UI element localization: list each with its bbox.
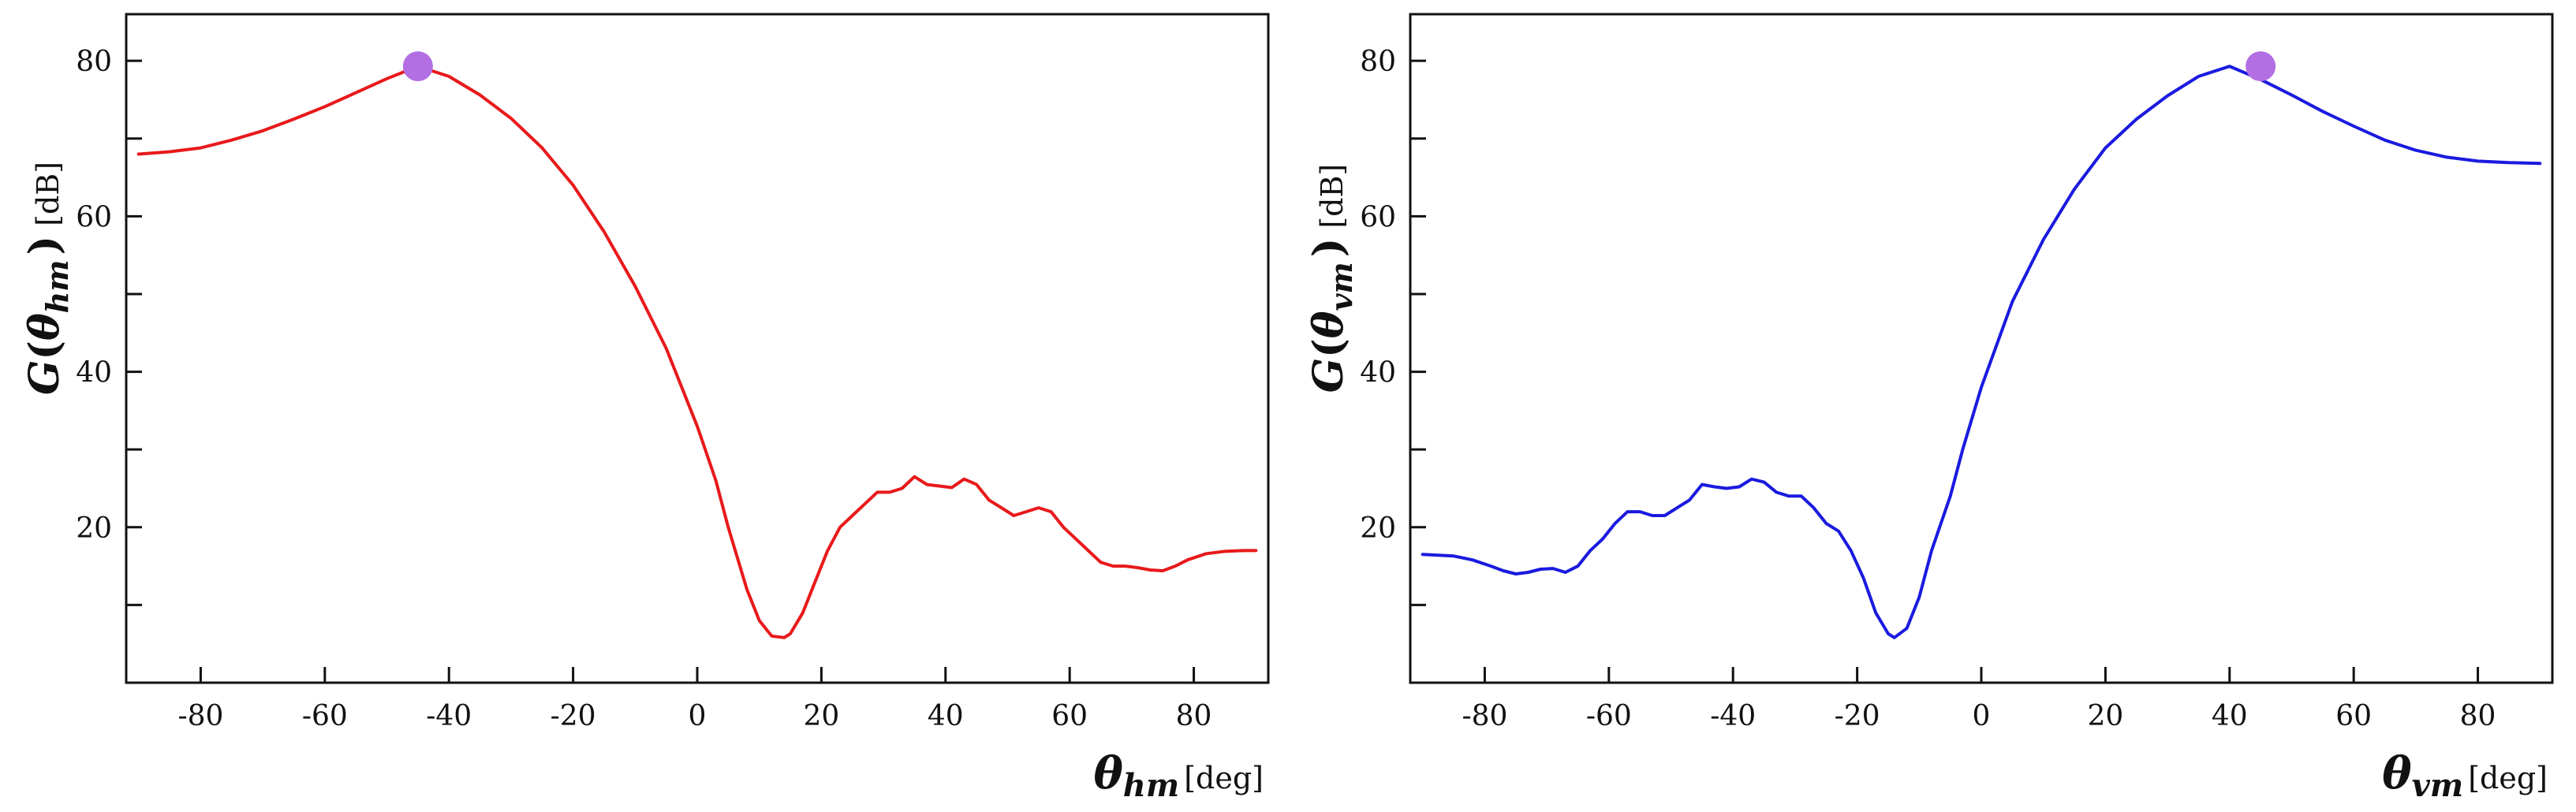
y-axis-ticks: 20 40 60 80	[1360, 46, 1426, 606]
y-tick-label: 20	[76, 512, 112, 545]
x-tick-label: 0	[1973, 700, 1991, 732]
x-tick-label: 0	[689, 700, 707, 732]
x-tick-label: 60	[2335, 700, 2372, 732]
gain-curve-line	[136, 65, 1258, 639]
x-axis-ticks: -80 -60 -40 -20 0 20 40 60 80	[177, 667, 1211, 732]
x-tick-label: -40	[426, 700, 472, 732]
x-tick-label: 40	[928, 700, 964, 732]
x-tick-label: -60	[1586, 700, 1632, 732]
peak-marker	[2246, 51, 2276, 82]
x-tick-label: 20	[803, 700, 839, 732]
y-axis-ticks: 20 40 60 80	[76, 46, 142, 606]
y-tick-label: 40	[76, 357, 112, 389]
plot-frame	[1409, 13, 2554, 684]
y-tick-label: 40	[1360, 357, 1396, 389]
x-tick-label: 40	[2212, 700, 2248, 732]
y-axis-label: G(θvm)[dB]	[1305, 164, 1359, 393]
y-tick-label: 20	[1360, 512, 1396, 545]
x-tick-label: -20	[1835, 700, 1880, 732]
x-tick-label: 80	[1176, 700, 1212, 732]
x-tick-label: -20	[551, 700, 596, 732]
peak-marker	[402, 51, 433, 82]
x-tick-label: 80	[2460, 700, 2496, 732]
x-axis-label: θhm [deg]	[1093, 747, 1264, 804]
chart-right: -80 -60 -40 -20 0 20 40 60 80 20 40 60 80 G(θvm)[dB…	[1305, 13, 2554, 804]
y-tick-label: 60	[1360, 201, 1396, 233]
y-tick-label: 80	[76, 46, 112, 78]
x-tick-label: -80	[1462, 700, 1507, 732]
x-axis-ticks: -80 -60 -40 -20 0 20 40 60 80	[1462, 667, 2496, 732]
gain-curve-line	[1421, 65, 2542, 639]
chart-left: -80 -60 -40 -20 0 20 40 60 80 20 40 60 80 G(θhm)[dB…	[21, 13, 1270, 804]
x-tick-label: 20	[2087, 700, 2123, 732]
y-axis-label: G(θhm)[dB]	[21, 162, 75, 395]
x-tick-label: 60	[1051, 700, 1088, 732]
x-axis-label: θvm [deg]	[2382, 747, 2548, 804]
y-tick-label: 80	[1360, 46, 1396, 78]
x-tick-label: -60	[302, 700, 348, 732]
plot-frame	[125, 13, 1270, 684]
y-tick-label: 60	[76, 201, 112, 233]
x-tick-label: -80	[177, 700, 223, 732]
x-tick-label: -40	[1710, 700, 1756, 732]
